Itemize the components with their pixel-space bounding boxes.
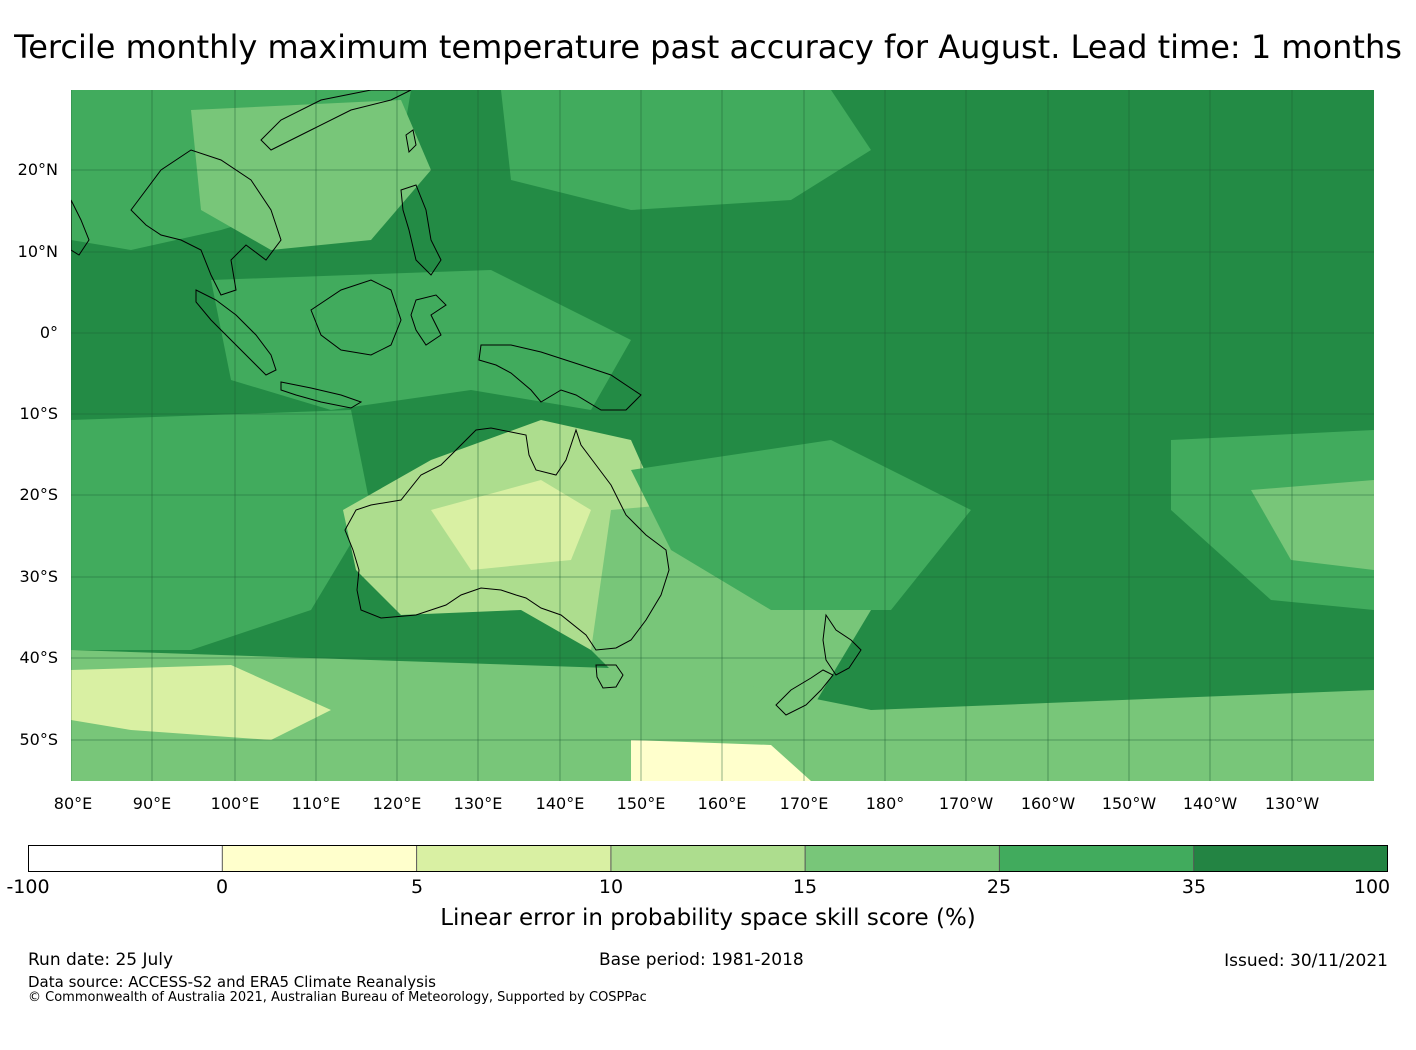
lat-label-10s: 10°S — [19, 404, 58, 423]
colorbar — [28, 845, 1388, 872]
southern-ocean-low-skill-region-2 — [631, 740, 811, 781]
colorbar-tick-6: 25 — [986, 876, 1012, 898]
colorbar-tick-7: 35 — [1181, 876, 1207, 898]
lon-label-100e: 100°E — [210, 794, 260, 813]
lon-label-130w: 130°W — [1264, 794, 1320, 813]
lat-label-20s: 20°S — [19, 485, 58, 504]
china-coast-coastline — [260, 90, 412, 151]
base-period: Base period: 1981-2018 — [599, 950, 804, 970]
lat-label-40s: 40°S — [19, 648, 58, 667]
colorbar-tick-5: 15 — [792, 876, 818, 898]
new-zealand-north-island-coastline — [822, 613, 862, 676]
colorbar-tick-1: -100 — [6, 876, 50, 898]
australia-interior-region — [431, 480, 591, 570]
issued-date: Issued: 30/11/2021 — [1224, 951, 1388, 971]
west-pacific-region — [501, 90, 871, 210]
copyright: © Commonwealth of Australia 2021, Austra… — [28, 990, 647, 1005]
colorbar-label: Linear error in probability space skill … — [440, 905, 976, 931]
run-date: Run date: 25 July — [28, 950, 174, 970]
colorbar-border — [28, 845, 1388, 872]
philippines-coastline — [400, 184, 442, 276]
southern-ocean-low-skill-region — [71, 665, 331, 740]
lon-label-170w: 170°W — [938, 794, 994, 813]
lon-label-160e: 160°E — [697, 794, 747, 813]
south-china-sea-region — [191, 100, 431, 250]
skill-score-map — [71, 90, 1374, 781]
colorbar-segment-2 — [222, 845, 417, 872]
colorbar-segment-1 — [28, 845, 223, 872]
colorbar-tick-8: 100 — [1353, 876, 1391, 898]
lon-label-150w: 150°W — [1101, 794, 1157, 813]
lon-label-130e: 130°E — [453, 794, 503, 813]
map-title: Tercile monthly maximum temperature past… — [14, 28, 1402, 66]
coastlines — [71, 90, 862, 716]
new-guinea-coastline — [478, 344, 642, 411]
lat-label-20n: 20°N — [17, 160, 58, 179]
lat-label-50s: 50°S — [19, 730, 58, 749]
australia-coastline — [344, 427, 670, 651]
colorbar-tick-2: 0 — [215, 876, 229, 898]
lat-label-10n: 10°N — [17, 242, 58, 261]
lon-label-120e: 120°E — [372, 794, 422, 813]
lon-label-140e: 140°E — [535, 794, 585, 813]
colorbar-tick-4: 10 — [598, 876, 624, 898]
sulawesi-coastline — [410, 294, 447, 346]
lon-label-110e: 110°E — [291, 794, 341, 813]
gridlines — [71, 90, 1374, 781]
colorbar-segment-6 — [999, 845, 1194, 872]
map-canvas — [71, 90, 1374, 781]
colorbar-segment-5 — [805, 845, 1000, 872]
lon-label-160w: 160°W — [1020, 794, 1076, 813]
lat-label-0: 0° — [39, 323, 58, 342]
lon-label-80e: 80°E — [53, 794, 93, 813]
subtropical-pacific-region — [631, 440, 971, 610]
tasmania-coastline — [595, 664, 624, 689]
lon-label-150e: 150°E — [616, 794, 666, 813]
colorbar-tick-3: 5 — [410, 876, 424, 898]
lon-label-180: 180° — [865, 794, 905, 813]
java-coastline — [280, 381, 363, 409]
lon-label-140w: 140°W — [1182, 794, 1238, 813]
colorbar-dividers — [221, 845, 1195, 872]
south-pacific-east-light-region — [1251, 480, 1374, 570]
new-zealand-south-island-coastline — [775, 669, 834, 716]
colorbar-segment-7 — [1193, 845, 1388, 872]
lon-label-170e: 170°E — [779, 794, 829, 813]
borneo-coastline — [310, 279, 402, 356]
lat-label-30s: 30°S — [19, 567, 58, 586]
india-tip-coastline — [71, 199, 90, 256]
colorbar-segment-4 — [610, 845, 806, 872]
sumatra-coastline — [195, 289, 277, 376]
data-source: Data source: ACCESS-S2 and ERA5 Climate … — [28, 973, 436, 991]
lon-label-90e: 90°E — [132, 794, 172, 813]
indian-ocean-south-region — [71, 410, 371, 650]
colorbar-segment-3 — [416, 845, 611, 872]
taiwan-coastline — [405, 129, 417, 154]
indochina-coastline — [130, 149, 282, 296]
